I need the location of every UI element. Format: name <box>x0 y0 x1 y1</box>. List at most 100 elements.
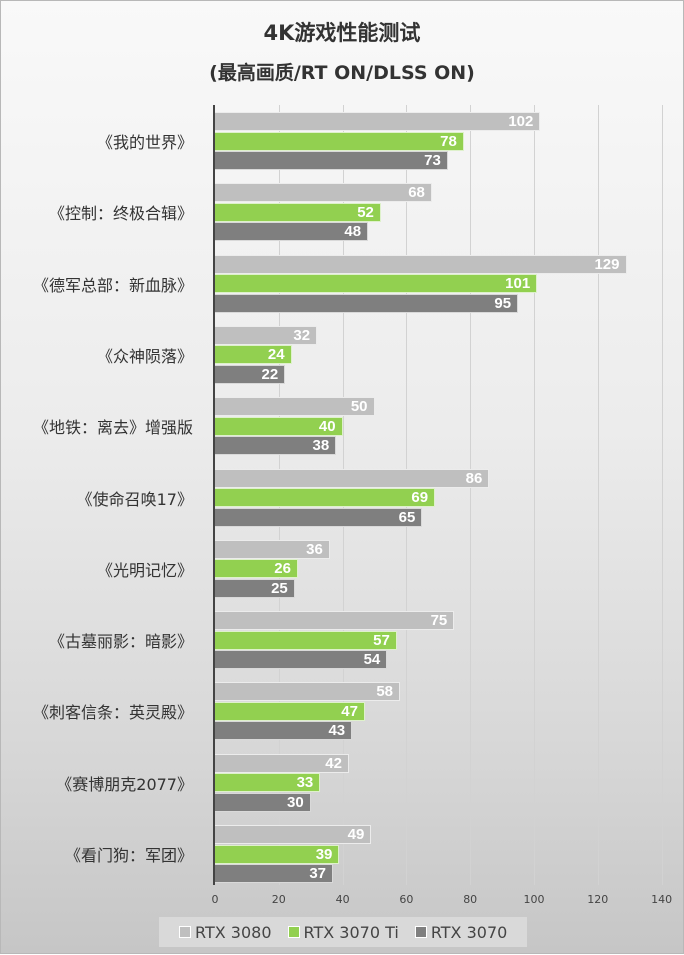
bar-value-label: 43 <box>328 722 346 740</box>
bar: 101 <box>215 274 538 294</box>
legend-item-rtx3070: RTX 3070 <box>414 922 508 942</box>
bar-value-label: 25 <box>271 579 288 597</box>
category-label: 《看门狗：军团》 <box>64 846 193 865</box>
bar: 69 <box>215 488 436 507</box>
bar: 32 <box>215 325 318 345</box>
category-label: 《地铁：离去》增强版 <box>32 418 193 438</box>
bar-value-label: 86 <box>465 469 483 487</box>
bar: 47 <box>215 701 365 721</box>
category-label: 《古墓丽影：暗影》 <box>48 632 193 652</box>
x-tick-label: 0 <box>211 893 219 906</box>
x-tick-label: 140 <box>651 893 673 906</box>
legend-item-rtx3070ti: RTX 3070 Ti <box>287 922 399 942</box>
chart-title: 4K游戏性能测试 <box>263 21 421 45</box>
bar-value-label: 40 <box>318 417 336 435</box>
x-tick-label: 120 <box>587 893 609 906</box>
category-label: 《使命召唤17》 <box>76 489 193 509</box>
legend-item-rtx3080: RTX 3080 <box>179 923 272 942</box>
bar: 52 <box>215 202 381 222</box>
x-tick-label: 100 <box>523 893 545 906</box>
bar-value-label: 58 <box>376 683 394 701</box>
bar-value-label: 33 <box>296 774 314 792</box>
bar-value-label: 52 <box>357 203 374 221</box>
legend-label: RTX 3080 <box>195 922 272 942</box>
bar: 68 <box>215 183 432 203</box>
bar: 39 <box>215 844 340 864</box>
legend-swatch-icon <box>414 926 427 938</box>
category-label: 《德军总部：新血脉》 <box>32 275 193 295</box>
bar: 30 <box>215 792 311 812</box>
y-axis-line <box>213 105 215 885</box>
bar-value-label: 78 <box>440 132 457 150</box>
bar: 78 <box>215 131 464 151</box>
bar-value-label: 32 <box>293 326 311 344</box>
bar-value-label: 129 <box>594 255 620 273</box>
bar: 42 <box>215 753 349 773</box>
legend-swatch-icon <box>179 926 191 938</box>
bar: 73 <box>215 151 448 170</box>
x-tick-label: 60 <box>399 893 414 906</box>
bar-value-label: 47 <box>341 702 358 720</box>
category-label: 《刺客信条：英灵殿》 <box>32 703 193 723</box>
bar: 50 <box>215 397 375 417</box>
bar-value-label: 54 <box>363 651 381 669</box>
bar-value-label: 38 <box>312 437 330 455</box>
bar: 86 <box>215 468 490 488</box>
bar: 22 <box>215 364 286 384</box>
gridline <box>534 105 535 885</box>
bar: 36 <box>215 539 330 559</box>
category-label: 《我的世界》 <box>96 133 193 152</box>
x-tick-label: 40 <box>335 893 350 906</box>
bar: 24 <box>215 345 292 365</box>
chart-subtitle: (最高画质/RT ON/DLSS ON) <box>209 62 475 84</box>
bar-value-label: 24 <box>267 346 285 364</box>
legend-label: RTX 3070 <box>430 922 508 942</box>
bar: 37 <box>215 864 334 883</box>
bar-value-label: 22 <box>261 365 279 383</box>
bar: 58 <box>215 682 401 702</box>
legend: RTX 3080 RTX 3070 Ti RTX 3070 <box>159 917 527 947</box>
bar-value-label: 75 <box>430 612 448 630</box>
x-tick-label: 80 <box>463 893 478 906</box>
bar-value-label: 57 <box>373 631 390 649</box>
bar-value-label: 68 <box>408 184 425 202</box>
bar: 25 <box>215 578 295 598</box>
bar: 40 <box>215 416 343 436</box>
bar: 38 <box>215 436 337 456</box>
category-label: 《光明记忆》 <box>96 560 193 580</box>
bar: 49 <box>215 825 372 844</box>
legend-label: RTX 3070 Ti <box>303 922 399 942</box>
bar-value-label: 50 <box>350 398 368 416</box>
bar-value-label: 65 <box>398 508 416 526</box>
bar-value-label: 69 <box>411 489 429 506</box>
bar-value-label: 36 <box>306 540 323 558</box>
bar-value-label: 42 <box>325 754 342 772</box>
bar-value-label: 37 <box>309 865 327 882</box>
bar: 54 <box>215 650 388 670</box>
bar-value-label: 102 <box>508 113 534 130</box>
bar-value-label: 26 <box>274 560 291 578</box>
gridline <box>597 105 599 885</box>
bar: 26 <box>215 559 298 579</box>
bar: 75 <box>215 611 455 631</box>
bar: 57 <box>215 630 397 650</box>
bar: 95 <box>215 293 519 313</box>
bar-value-label: 48 <box>344 223 362 241</box>
bar-value-label: 30 <box>287 793 304 811</box>
legend-swatch-icon <box>287 926 300 938</box>
category-label: 《众神陨落》 <box>96 346 193 366</box>
bar: 33 <box>215 773 321 793</box>
bar: 102 <box>215 112 541 131</box>
bar: 48 <box>215 222 369 242</box>
x-tick-label: 20 <box>271 893 286 906</box>
bar: 43 <box>215 721 353 741</box>
bar-value-label: 39 <box>315 845 333 863</box>
gridline <box>470 105 472 885</box>
bar-value-label: 101 <box>505 275 531 293</box>
bar: 129 <box>215 254 627 274</box>
category-label: 《赛博朋克2077》 <box>56 774 193 794</box>
bar: 65 <box>215 507 423 527</box>
bar-value-label: 49 <box>347 826 365 843</box>
